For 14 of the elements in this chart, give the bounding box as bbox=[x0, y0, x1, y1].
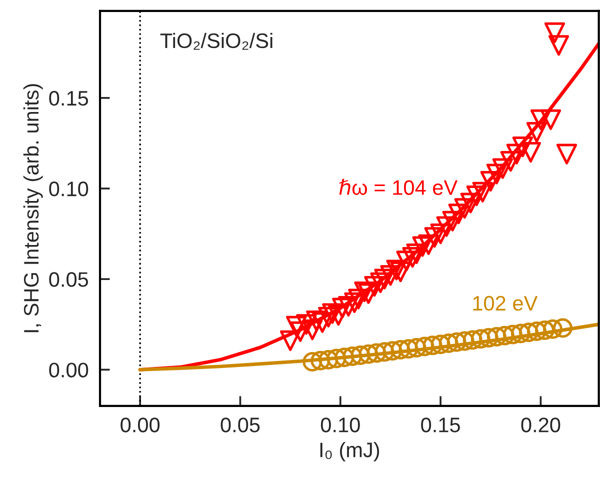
y-tick-label: 0.10 bbox=[49, 182, 88, 196]
x-tick-label: 0.15 bbox=[421, 418, 460, 432]
x-tick-label: 0.10 bbox=[320, 418, 360, 432]
x-tick-label: 0.00 bbox=[120, 418, 160, 432]
series-label: 102 eV bbox=[473, 296, 538, 311]
x-axis-title: I₀ (mJ) bbox=[320, 442, 380, 462]
y-tick-label: 0.05 bbox=[49, 272, 88, 287]
series-label: ℏω = 104 eV bbox=[339, 178, 458, 195]
annotation: TiO₂/SiO₂/Si bbox=[160, 32, 272, 50]
x-tick-label: 0.20 bbox=[521, 418, 560, 432]
y-tick-label: 0.15 bbox=[49, 90, 88, 106]
y-axis-title: I, SHG Intensity (arb. units) bbox=[23, 84, 43, 332]
y-tick-label: 0.00 bbox=[49, 362, 88, 378]
x-tick-label: 0.05 bbox=[220, 418, 260, 432]
